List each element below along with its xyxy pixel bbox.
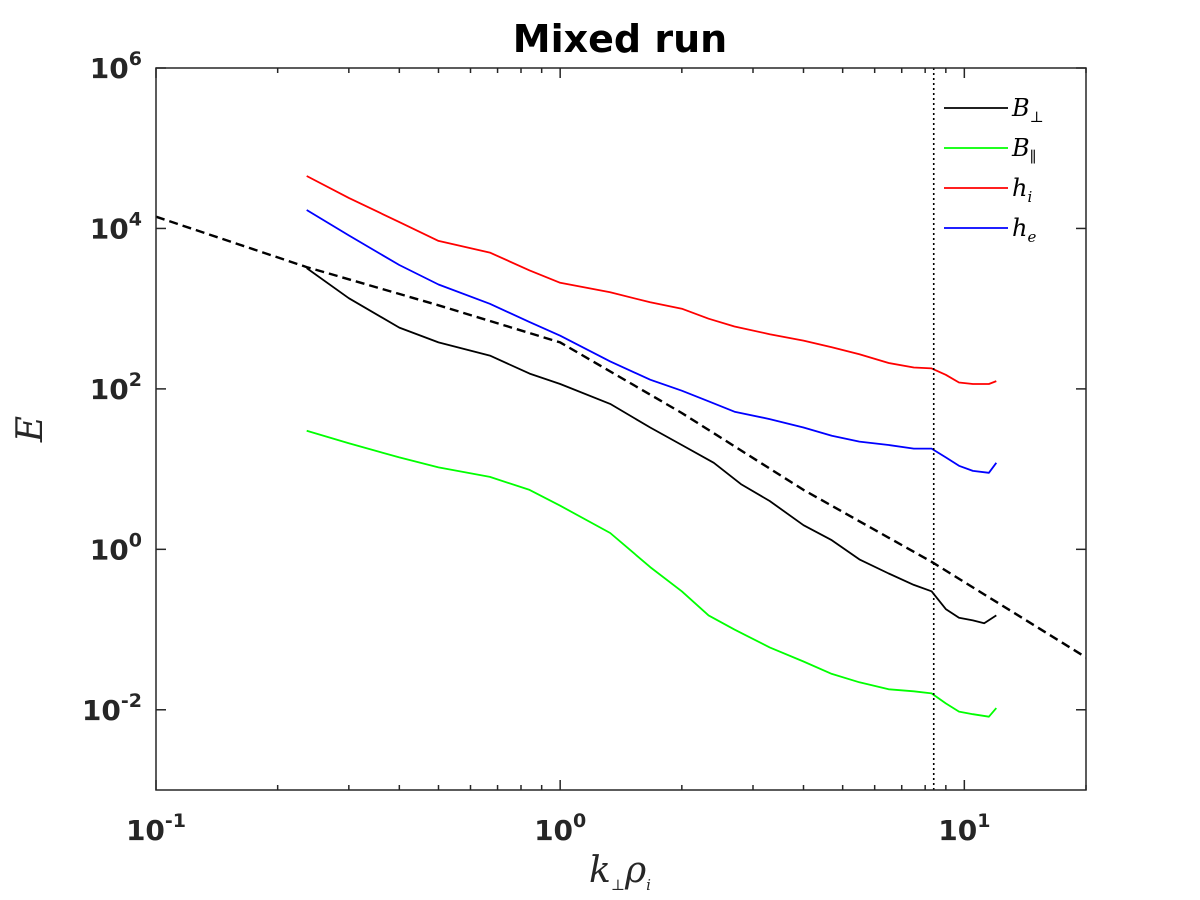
legend-label-1: B∥	[1011, 134, 1037, 166]
y-axis-label: E	[10, 416, 51, 443]
y-tick-label-3: 104	[90, 208, 142, 245]
x-tick-label-1: 100	[534, 810, 586, 847]
y-tick-label-2: 102	[90, 369, 142, 406]
plot-area-frame	[155, 67, 1087, 791]
x-axis-label: k⊥ρi	[589, 850, 651, 894]
y-tick-label-4: 106	[90, 48, 142, 85]
x-axis-label-second-sub: i	[646, 876, 651, 894]
series-line-1	[306, 429, 997, 718]
series-line-4	[155, 215, 1087, 659]
x-tick-label-0: 10-1	[126, 810, 186, 847]
x-axis-label-base-sub: ⊥	[611, 876, 625, 894]
y-tick-labels: 10-2 100 102 104 106	[82, 48, 142, 727]
series-line-0	[306, 267, 997, 625]
series-line-2	[306, 175, 997, 385]
legend: B⊥ B∥ hi he	[944, 94, 1044, 246]
x-tick-label-2: 101	[938, 810, 990, 847]
series-line-3	[306, 209, 998, 474]
x-axis-label-base: k	[589, 850, 611, 891]
x-axis-label-second: ρ	[624, 850, 646, 891]
x-tick-labels: 10-1 100 101	[126, 810, 990, 847]
legend-label-0: B⊥	[1011, 94, 1044, 126]
tick-marks	[155, 67, 1087, 790]
y-tick-label-1: 100	[90, 529, 142, 566]
y-tick-label-0: 10-2	[82, 690, 142, 727]
legend-label-2: hi	[1012, 174, 1032, 206]
legend-label-3: he	[1012, 214, 1036, 246]
chart-title: Mixed run	[513, 17, 727, 61]
series-layer	[155, 68, 1087, 790]
